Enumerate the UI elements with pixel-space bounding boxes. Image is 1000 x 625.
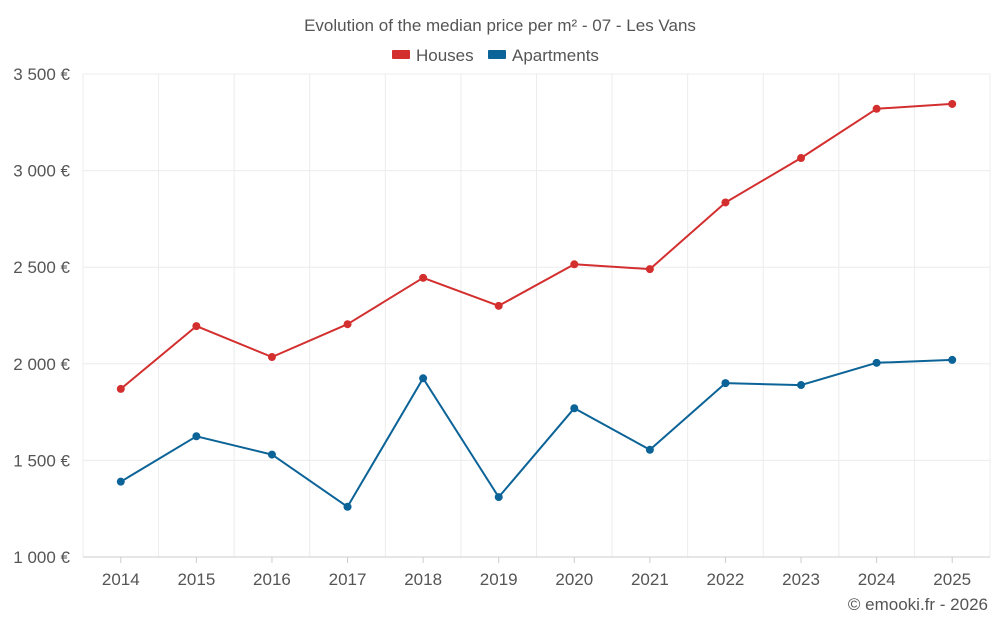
data-point-apartments[interactable] <box>721 379 730 388</box>
x-tick-label: 2021 <box>631 570 669 589</box>
data-point-apartments[interactable] <box>797 381 806 390</box>
data-point-houses[interactable] <box>494 301 503 310</box>
x-tick-label: 2018 <box>404 570 442 589</box>
legend-item-houses[interactable]: Houses <box>392 46 474 65</box>
y-axis: 1 000 € 1 500 € 2 000 € 2 500 € 3 000 € 3 500… <box>13 65 70 567</box>
x-tick-label: 2024 <box>858 570 896 589</box>
x-tick-label: 2016 <box>253 570 291 589</box>
y-tick-label: 1 000 € <box>13 548 70 567</box>
y-tick-label: 2 000 € <box>13 355 70 374</box>
data-point-apartments[interactable] <box>494 493 503 502</box>
data-point-apartments[interactable] <box>267 450 276 459</box>
legend-label-houses: Houses <box>416 46 474 65</box>
chart-title: Evolution of the median price per m² - 0… <box>304 16 696 35</box>
x-tick-label: 2020 <box>555 570 593 589</box>
data-point-houses[interactable] <box>797 154 806 163</box>
series-line-houses <box>120 102 953 390</box>
data-point-houses[interactable] <box>872 104 881 113</box>
data-point-apartments[interactable] <box>116 477 125 486</box>
data-point-houses[interactable] <box>116 384 125 393</box>
data-point-houses[interactable] <box>343 320 352 329</box>
series-layer <box>116 99 957 511</box>
data-point-apartments[interactable] <box>645 445 654 454</box>
x-tick-label: 2025 <box>933 570 971 589</box>
data-point-houses[interactable] <box>721 198 730 207</box>
series-line-apartments <box>120 358 953 508</box>
data-point-houses[interactable] <box>570 260 579 269</box>
x-axis: 2014 2015 2016 2017 2018 2019 2020 2021 2022 2023… <box>83 556 990 589</box>
credit-text: © emooki.fr - 2026 <box>848 595 988 614</box>
y-tick-label: 3 000 € <box>13 162 70 181</box>
data-point-houses[interactable] <box>948 99 957 108</box>
y-tick-label: 2 500 € <box>13 258 70 277</box>
data-point-houses[interactable] <box>419 273 428 282</box>
x-tick-label: 2015 <box>177 570 215 589</box>
data-point-apartments[interactable] <box>419 374 428 383</box>
data-point-apartments[interactable] <box>570 404 579 413</box>
y-tick-label: 3 500 € <box>13 65 70 84</box>
legend-swatch-houses <box>392 50 410 59</box>
legend-item-apartments[interactable]: Apartments <box>488 46 599 65</box>
x-tick-label: 2019 <box>480 570 518 589</box>
legend-label-apartments: Apartments <box>512 46 599 65</box>
x-tick-label: 2022 <box>707 570 745 589</box>
data-point-apartments[interactable] <box>343 502 352 511</box>
data-point-houses[interactable] <box>267 353 276 362</box>
data-point-apartments[interactable] <box>948 355 957 364</box>
x-tick-label: 2014 <box>102 570 140 589</box>
x-tick-label: 2023 <box>782 570 820 589</box>
data-point-apartments[interactable] <box>872 358 881 367</box>
data-point-houses[interactable] <box>645 265 654 274</box>
x-tick-label: 2017 <box>329 570 367 589</box>
legend: Houses Apartments <box>392 46 599 65</box>
legend-swatch-apartments <box>488 50 506 59</box>
data-point-houses[interactable] <box>192 322 201 331</box>
grid <box>82 73 991 558</box>
data-point-apartments[interactable] <box>192 432 201 441</box>
y-tick-label: 1 500 € <box>13 451 70 470</box>
